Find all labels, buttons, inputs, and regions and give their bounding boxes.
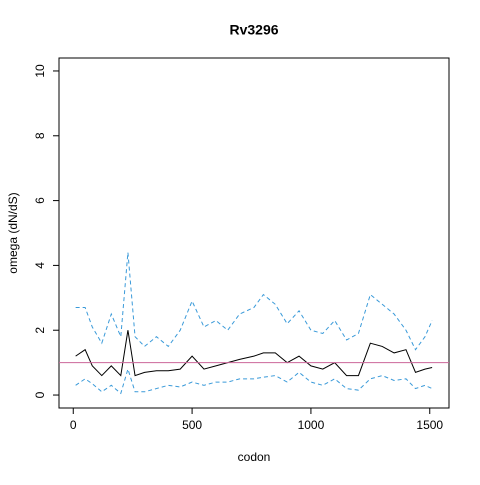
y-tick-label: 8 bbox=[33, 132, 47, 139]
x-tick-label: 1000 bbox=[298, 418, 325, 432]
x-tick-label: 1500 bbox=[416, 418, 443, 432]
y-tick-label: 10 bbox=[33, 64, 47, 78]
x-tick-label: 0 bbox=[70, 418, 77, 432]
y-axis-label: omega (dN/dS) bbox=[6, 192, 20, 273]
series-line bbox=[75, 367, 433, 395]
chart-title: Rv3296 bbox=[229, 22, 278, 38]
x-axis-label: codon bbox=[238, 450, 271, 464]
y-tick-label: 4 bbox=[33, 262, 47, 269]
y-tick-label: 2 bbox=[33, 327, 47, 334]
y-tick-label: 6 bbox=[33, 197, 47, 204]
y-tick-label: 0 bbox=[33, 391, 47, 398]
x-tick-label: 500 bbox=[182, 418, 202, 432]
series-line bbox=[75, 330, 433, 377]
plot-frame bbox=[58, 57, 450, 409]
